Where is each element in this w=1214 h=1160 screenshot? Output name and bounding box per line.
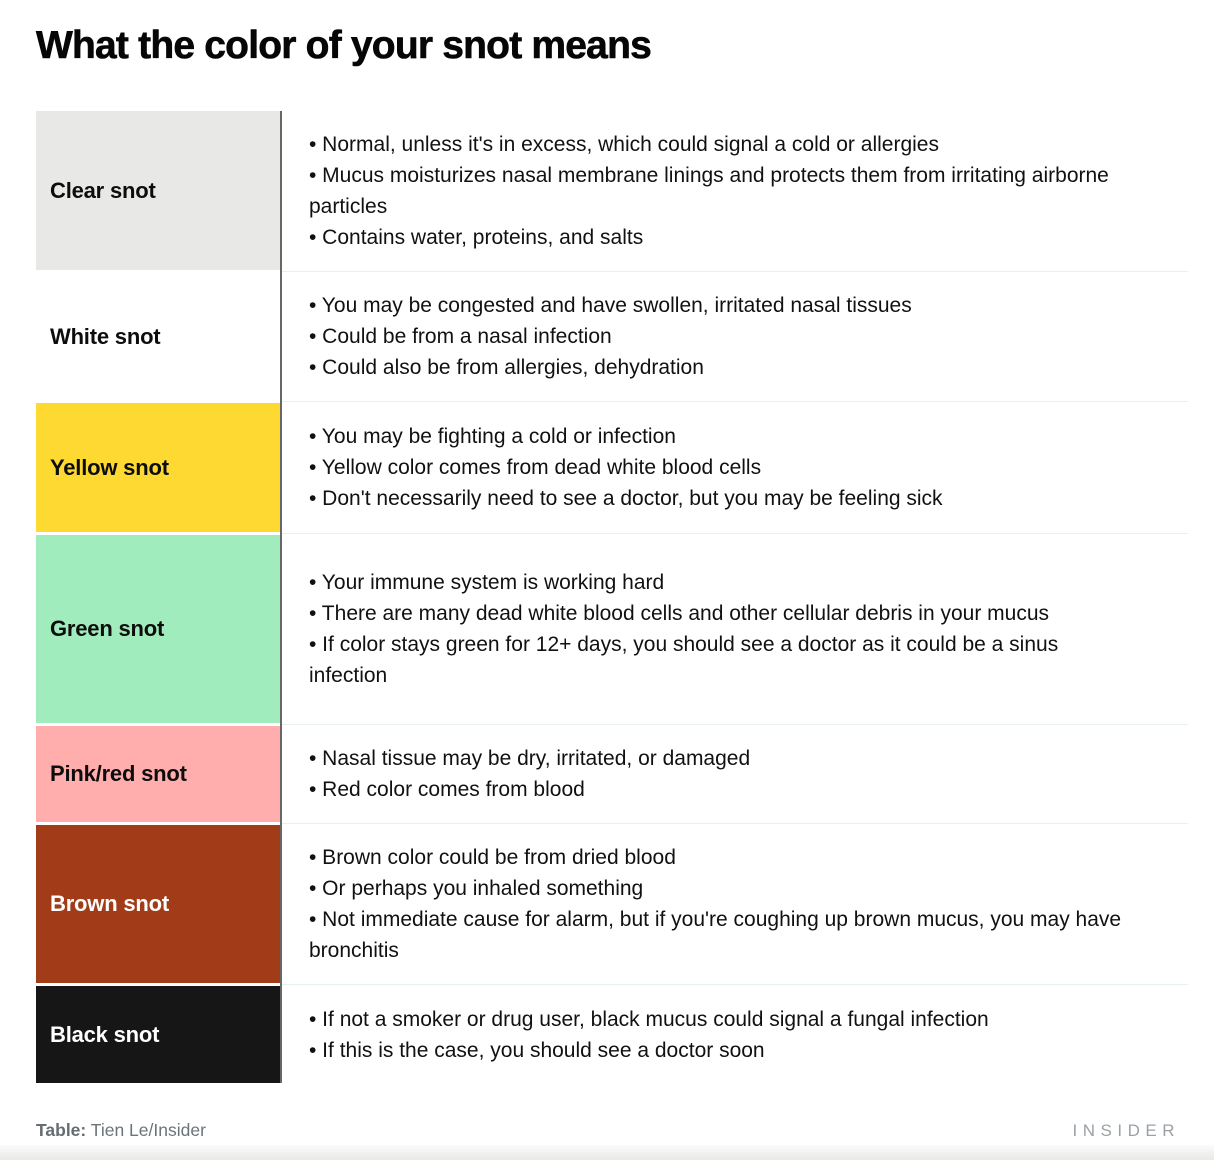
- bullet-item: • Mucus moisturizes nasal membrane linin…: [309, 163, 1109, 218]
- color-swatch-cell: Yellow snot: [36, 403, 280, 532]
- table-rows: Clear snot • Normal, unless it's in exce…: [36, 111, 1188, 1083]
- row-label: Yellow snot: [50, 454, 169, 480]
- snot-color-table: Clear snot • Normal, unless it's in exce…: [36, 111, 1188, 1083]
- bullet-item: • Red color comes from blood: [309, 778, 585, 801]
- table-credit: Table: Tien Le/Insider: [36, 1120, 206, 1141]
- color-swatch-cell: Black snot: [36, 986, 280, 1083]
- row-bullet-list: • You may be congested and have swollen,…: [282, 273, 1188, 400]
- row-bullet-list: • Nasal tissue may be dry, irritated, or…: [282, 726, 1188, 822]
- row-separator-line: [282, 401, 1188, 402]
- color-swatch-cell: Pink/red snot: [36, 726, 280, 822]
- column-divider: [280, 111, 282, 1083]
- row-separator-line: [282, 271, 1188, 272]
- table-row: Green snot • Your immune system is worki…: [36, 535, 1188, 723]
- row-label: Green snot: [50, 616, 165, 641]
- bullet-item: • Your immune system is working hard: [309, 571, 665, 594]
- color-swatch-cell: Clear snot: [36, 111, 280, 270]
- table-row: White snot • You may be congested and ha…: [36, 273, 1188, 400]
- bottom-gradient-band: [0, 1145, 1214, 1160]
- row-separator-line: [282, 984, 1188, 985]
- table-row: Pink/red snot • Nasal tissue may be dry,…: [36, 726, 1188, 822]
- bullet-item: • Normal, unless it's in excess, which c…: [309, 132, 939, 156]
- bullet-item: • Could also be from allergies, dehydrat…: [309, 356, 704, 379]
- row-bullet-list: • Your immune system is working hard • Th…: [282, 535, 1188, 723]
- row-gap: [36, 723, 1188, 726]
- color-swatch-cell: Brown snot: [36, 825, 280, 983]
- row-gap: [36, 532, 1188, 535]
- bullet-item: • There are many dead white blood cells …: [309, 602, 1050, 625]
- bullet-item: • If not a smoker or drug user, black mu…: [309, 1007, 989, 1031]
- row-bullet-list: • If not a smoker or drug user, black mu…: [282, 986, 1188, 1083]
- row-gap: [36, 400, 1188, 403]
- bullet-item: • Not immediate cause for alarm, but if …: [309, 908, 1122, 962]
- row-separator-line: [282, 823, 1188, 824]
- bullet-item: • If this is the case, you should see a …: [309, 1038, 765, 1062]
- bullet-item: • Could be from a nasal infection: [309, 325, 612, 348]
- row-label: Clear snot: [50, 177, 156, 203]
- row-bullet-list: • Normal, unless it's in excess, which c…: [282, 111, 1188, 270]
- table-row: Brown snot • Brown color could be from d…: [36, 825, 1188, 983]
- table-row: Black snot • If not a smoker or drug use…: [36, 986, 1188, 1083]
- insider-logo: INSIDER: [1072, 1121, 1180, 1140]
- row-bullet-list: • Brown color could be from dried blood •…: [282, 825, 1188, 983]
- bullet-item: • Yellow color comes from dead white blo…: [309, 456, 762, 479]
- credit-value: Tien Le/Insider: [90, 1120, 206, 1140]
- credit-label: Table:: [36, 1120, 87, 1140]
- row-label: White snot: [50, 323, 161, 349]
- row-separator-line: [282, 724, 1188, 725]
- bullet-item: • If color stays green for 12+ days, you…: [309, 633, 1059, 687]
- row-bullet-list: • You may be fighting a cold or infectio…: [282, 403, 1188, 532]
- row-gap: [36, 983, 1188, 986]
- page-title: What the color of your snot means: [36, 24, 652, 68]
- color-swatch-cell: Green snot: [36, 535, 280, 723]
- row-label: Pink/red snot: [50, 761, 187, 786]
- color-swatch-cell: White snot: [36, 273, 280, 400]
- row-gap: [36, 822, 1188, 825]
- row-gap: [36, 270, 1188, 273]
- bullet-item: • Or perhaps you inhaled something: [309, 877, 644, 900]
- row-label: Brown snot: [50, 891, 169, 916]
- bullet-item: • Brown color could be from dried blood: [309, 846, 676, 869]
- bullet-item: • Nasal tissue may be dry, irritated, or…: [309, 747, 751, 770]
- table-row: Clear snot • Normal, unless it's in exce…: [36, 111, 1188, 270]
- table-row: Yellow snot • You may be fighting a cold…: [36, 403, 1188, 532]
- row-label: Black snot: [50, 1021, 160, 1047]
- row-separator-line: [282, 533, 1188, 534]
- bullet-item: • You may be congested and have swollen,…: [309, 294, 912, 317]
- bullet-item: • Don't necessarily need to see a doctor…: [309, 487, 943, 510]
- bullet-item: • You may be fighting a cold or infectio…: [309, 425, 676, 448]
- bullet-item: • Contains water, proteins, and salts: [309, 225, 644, 249]
